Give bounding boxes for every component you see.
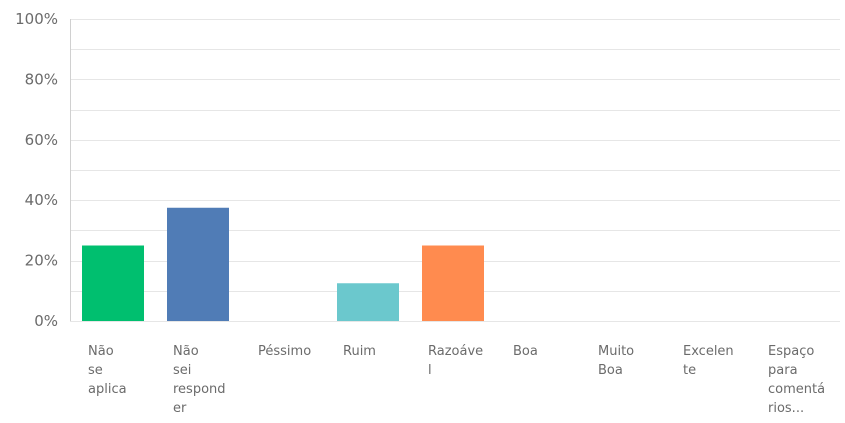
- category-label: Péssimo: [258, 344, 311, 359]
- category-label-line: Muito: [598, 344, 634, 359]
- category-label-line: Não: [88, 344, 114, 359]
- x-axis-category-labels: Não se aplica Não sei respond er Péssimo Ruim Raz…: [88, 344, 825, 416]
- category-label: Muito Boa: [598, 344, 634, 378]
- category-label-line: Não: [173, 344, 199, 359]
- category-label-line: Boa: [598, 363, 623, 378]
- category-label: Boa: [513, 344, 538, 359]
- y-axis-tick-labels: 0% 20% 40% 60% 80% 100%: [15, 10, 58, 330]
- category-label: Excelen te: [683, 344, 734, 378]
- y-tick-label: 20%: [25, 252, 58, 270]
- category-label-line: Boa: [513, 344, 538, 359]
- category-label-line: respond: [173, 382, 226, 397]
- bar[interactable]: [422, 245, 484, 322]
- bars: [82, 207, 484, 322]
- category-label-line: Excelen: [683, 344, 734, 359]
- category-label-line: te: [683, 363, 696, 378]
- category-label-line: se: [88, 363, 103, 378]
- category-label-line: er: [173, 401, 187, 416]
- bar[interactable]: [82, 245, 144, 322]
- category-label-line: Razoáve: [428, 344, 483, 359]
- y-tick-label: 60%: [25, 131, 58, 149]
- category-label-line: Ruim: [343, 344, 376, 359]
- category-label: Não sei respond er: [173, 344, 226, 416]
- category-label-line: comentá: [768, 382, 825, 397]
- category-label-line: para: [768, 363, 798, 378]
- category-label-line: l: [428, 363, 432, 378]
- y-tick-label: 80%: [25, 70, 58, 88]
- category-label: Não se aplica: [88, 344, 127, 397]
- category-label: Ruim: [343, 344, 376, 359]
- category-label-line: sei: [173, 363, 191, 378]
- y-tick-label: 100%: [15, 10, 58, 28]
- category-label-line: rios...: [768, 401, 804, 416]
- category-label-line: aplica: [88, 382, 127, 397]
- category-label-line: Espaço: [768, 344, 814, 359]
- bar[interactable]: [337, 283, 399, 321]
- category-label: Espaço para comentá rios...: [768, 344, 825, 416]
- category-label: Razoáve l: [428, 344, 483, 378]
- y-tick-label: 0%: [34, 312, 58, 330]
- y-tick-label: 40%: [25, 191, 58, 209]
- category-label-line: Péssimo: [258, 344, 311, 359]
- bar[interactable]: [167, 207, 229, 321]
